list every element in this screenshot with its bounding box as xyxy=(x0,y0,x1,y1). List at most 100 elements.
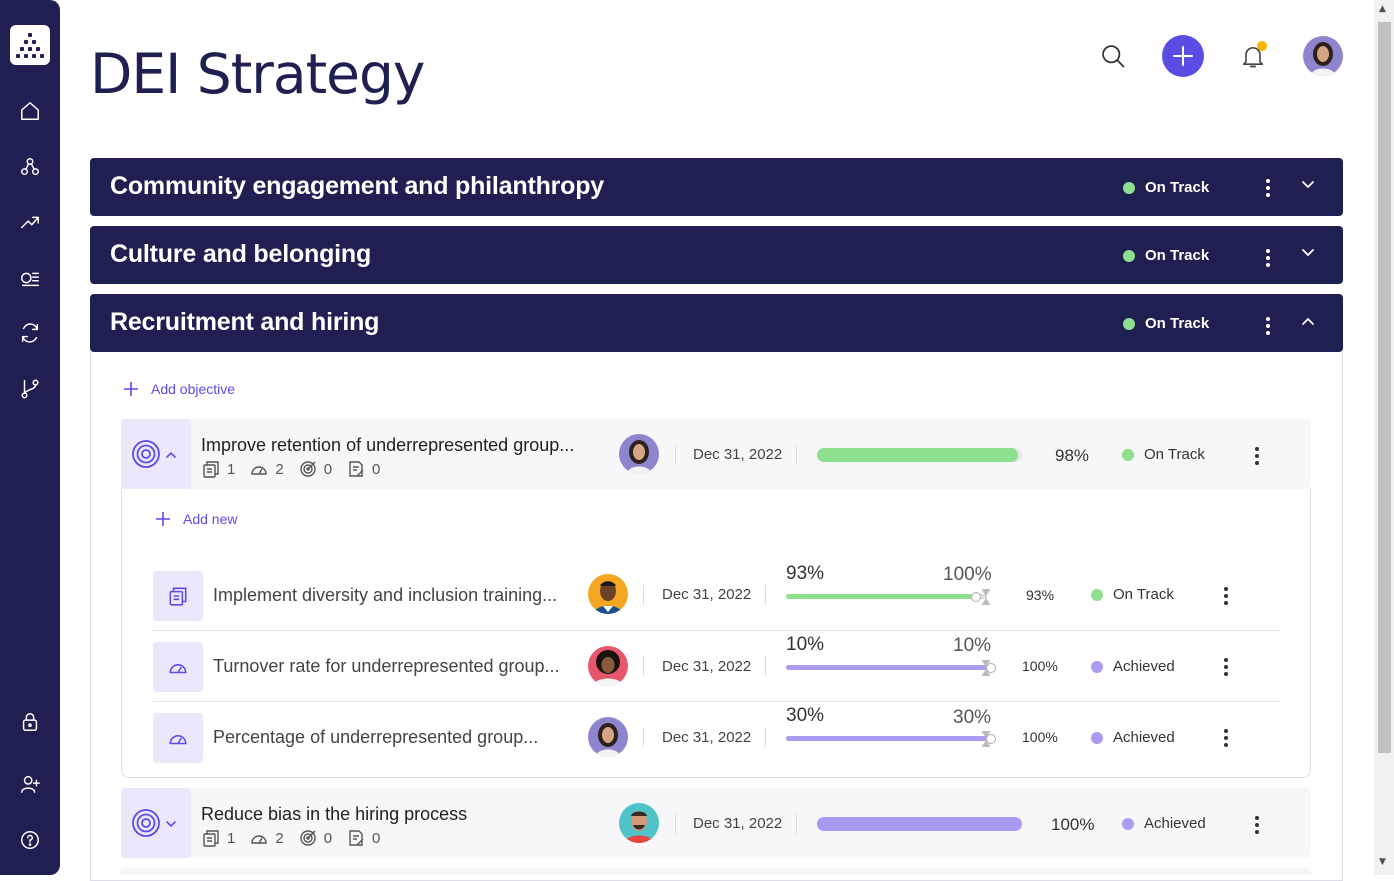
goal-icon xyxy=(299,461,316,477)
kr-progress-fill xyxy=(786,594,972,599)
status-badge: Achieved xyxy=(1091,658,1175,675)
more-options-icon[interactable] xyxy=(1261,316,1275,336)
sidebar xyxy=(0,0,60,875)
more-options-icon[interactable] xyxy=(1261,248,1275,268)
scrollbar[interactable]: ▲ ▼ xyxy=(1374,0,1394,875)
key-result-row[interactable]: Turnover rate for underrepresented group… xyxy=(153,632,1280,702)
search-button[interactable] xyxy=(1092,35,1134,77)
org-chart-icon[interactable] xyxy=(18,155,42,179)
more-options-icon[interactable] xyxy=(1219,657,1233,677)
objective-title[interactable]: Reduce bias in the hiring process xyxy=(201,804,468,824)
kr-progress-percent: 100% xyxy=(1022,658,1058,674)
target-icon xyxy=(132,440,160,468)
key-result-title[interactable]: Implement diversity and inclusion traini… xyxy=(213,585,558,605)
objective-card[interactable]: Improve retention of underrepresented gr… xyxy=(121,419,1311,489)
scroll-thumb[interactable] xyxy=(1378,22,1391,753)
sync-icon[interactable] xyxy=(18,321,42,345)
divider xyxy=(643,656,644,676)
divider xyxy=(796,814,797,834)
divider xyxy=(675,445,676,465)
chevron-down-icon[interactable] xyxy=(165,818,177,830)
due-date: Dec 31, 2022 xyxy=(662,729,752,746)
trending-icon[interactable] xyxy=(18,210,42,234)
add-button[interactable] xyxy=(1162,35,1204,77)
kr-progress-fill xyxy=(786,665,991,670)
notes-icon xyxy=(349,830,364,846)
initiative-icon xyxy=(203,461,219,478)
row-divider xyxy=(153,630,1280,631)
target-marker-icon xyxy=(982,589,990,605)
owner-avatar[interactable] xyxy=(588,646,628,686)
objective-card[interactable]: Reduce bias in the hiring process 1 2 0 … xyxy=(121,788,1311,858)
target-icon xyxy=(132,809,160,837)
app-logo[interactable] xyxy=(10,25,50,65)
status-dot-icon xyxy=(1091,588,1103,601)
divider xyxy=(765,656,766,676)
status-dot-icon xyxy=(1122,817,1134,830)
section-recruitment[interactable]: Recruitment and hiring On Track xyxy=(90,294,1343,352)
key-result-title[interactable]: Percentage of underrepresented group... xyxy=(213,727,539,747)
home-icon[interactable] xyxy=(18,99,42,123)
chevron-up-icon[interactable] xyxy=(1301,314,1321,334)
more-options-icon[interactable] xyxy=(1250,446,1264,466)
scroll-down-icon[interactable]: ▼ xyxy=(1379,857,1386,867)
help-icon[interactable] xyxy=(18,828,42,852)
objective-meta: 1 2 0 0 xyxy=(201,828,394,848)
chevron-down-icon[interactable] xyxy=(1301,246,1321,266)
chevron-down-icon[interactable] xyxy=(1301,178,1321,198)
scroll-up-icon[interactable]: ▲ xyxy=(1379,4,1386,14)
key-result-row[interactable]: Implement diversity and inclusion traini… xyxy=(153,561,1280,631)
gauge-icon xyxy=(153,713,203,763)
kr-progress-bar xyxy=(786,736,991,741)
gauge-icon xyxy=(251,466,268,475)
divider xyxy=(765,585,766,605)
objective-icon-box[interactable] xyxy=(121,419,191,489)
add-objective-button[interactable]: Add objective xyxy=(123,381,235,397)
target-marker-icon xyxy=(982,731,990,747)
progress-knob[interactable] xyxy=(971,592,981,602)
section-title: Recruitment and hiring xyxy=(110,308,380,336)
status-dot-icon xyxy=(1091,660,1103,673)
target-value: 30% xyxy=(953,707,992,728)
status-badge: On Track xyxy=(1123,315,1209,332)
add-user-icon[interactable] xyxy=(18,772,42,796)
due-date: Dec 31, 2022 xyxy=(693,815,783,832)
divider xyxy=(765,727,766,747)
notifications-button[interactable] xyxy=(1232,35,1274,77)
current-value: 10% xyxy=(786,634,825,655)
objective-icon-box[interactable] xyxy=(121,788,191,858)
status-dot-icon xyxy=(1123,181,1135,194)
more-options-icon[interactable] xyxy=(1250,815,1264,835)
search-icon xyxy=(1102,45,1125,68)
status-dot-icon xyxy=(1123,249,1135,262)
objective-card-partial xyxy=(121,868,1311,875)
owner-avatar[interactable] xyxy=(619,803,659,843)
more-options-icon[interactable] xyxy=(1219,728,1233,748)
section-culture[interactable]: Culture and belonging On Track xyxy=(90,226,1343,284)
divider xyxy=(675,814,676,834)
more-options-icon[interactable] xyxy=(1219,586,1233,606)
key-result-title[interactable]: Turnover rate for underrepresented group… xyxy=(213,656,560,676)
section-community[interactable]: Community engagement and philanthropy On… xyxy=(90,158,1343,216)
owner-avatar[interactable] xyxy=(619,434,659,474)
owner-avatar[interactable] xyxy=(588,717,628,757)
status-badge: Achieved xyxy=(1122,815,1206,832)
owner-avatar[interactable] xyxy=(588,574,628,614)
branch-icon[interactable] xyxy=(18,377,42,401)
status-badge: On Track xyxy=(1123,247,1209,264)
due-date: Dec 31, 2022 xyxy=(662,586,752,603)
current-value: 93% xyxy=(786,563,825,584)
key-result-row[interactable]: Percentage of underrepresented group... xyxy=(153,703,1280,773)
list-icon[interactable] xyxy=(18,266,42,290)
lock-icon[interactable] xyxy=(18,710,42,734)
kr-progress-fill xyxy=(786,736,991,741)
kr-progress-bar xyxy=(786,665,991,670)
objective-title[interactable]: Improve retention of underrepresented gr… xyxy=(201,435,575,455)
progress-percent: 98% xyxy=(1055,446,1090,465)
status-badge: Achieved xyxy=(1091,729,1175,746)
chevron-up-icon[interactable] xyxy=(165,449,177,461)
add-new-button[interactable]: Add new xyxy=(155,511,237,527)
more-options-icon[interactable] xyxy=(1261,178,1275,198)
user-avatar[interactable] xyxy=(1303,36,1343,76)
due-date: Dec 31, 2022 xyxy=(662,658,752,675)
